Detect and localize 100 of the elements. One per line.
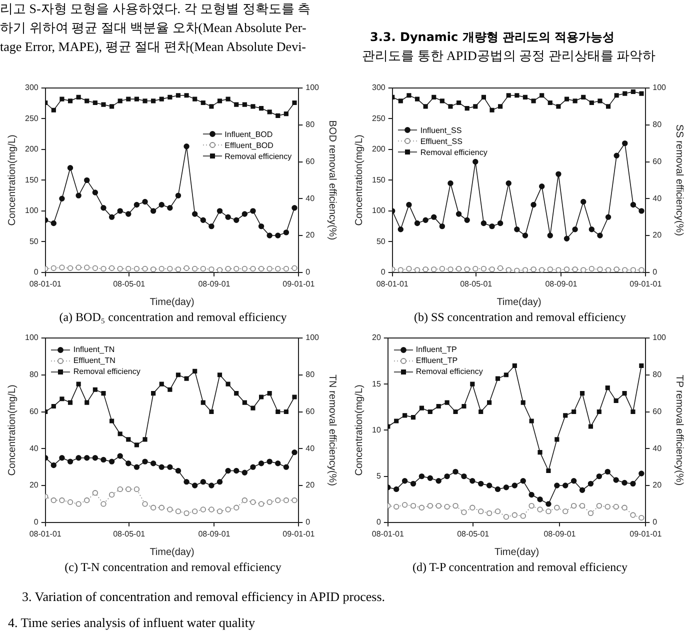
point	[398, 226, 404, 232]
point	[596, 473, 602, 480]
point	[100, 205, 106, 211]
point	[192, 508, 198, 514]
point	[538, 267, 545, 272]
point	[604, 468, 610, 475]
y-tick-label: 5	[376, 472, 382, 481]
point	[217, 372, 222, 378]
y2-tick-label: 60	[652, 156, 662, 166]
point	[283, 497, 290, 504]
point	[267, 110, 272, 114]
y-axis-title: Concentration(mg/L)	[6, 134, 18, 226]
point	[614, 398, 618, 403]
text: 4. Time series analysis of influent water quality	[8, 614, 255, 632]
point	[92, 490, 98, 496]
point	[68, 98, 73, 104]
point	[50, 462, 57, 468]
point	[175, 192, 182, 198]
y-tick-label: 15	[372, 379, 382, 388]
point	[117, 266, 123, 272]
point	[497, 220, 504, 226]
point	[554, 437, 560, 442]
y-tick-label: 0	[376, 518, 382, 527]
y2-tick-label: 0	[652, 518, 658, 527]
point	[100, 501, 106, 507]
point	[556, 267, 562, 272]
point	[84, 98, 90, 104]
point	[605, 267, 612, 272]
text: 관리도를 통한 APID공법의 공정 관리상태를 파악하	[362, 47, 656, 65]
point	[118, 98, 122, 104]
point	[630, 89, 636, 94]
point	[548, 100, 552, 106]
point	[514, 93, 520, 98]
x-axis-title: Time(day)	[150, 296, 194, 308]
y2-tick-label: 100	[306, 83, 320, 92]
point	[580, 391, 585, 396]
x-tick-label: 08-01-01	[29, 529, 62, 538]
point	[76, 382, 81, 386]
point	[192, 266, 198, 272]
point	[473, 104, 478, 109]
point	[538, 450, 542, 455]
point	[431, 266, 437, 272]
point	[436, 502, 442, 509]
point	[472, 266, 478, 272]
x-tick-label: 08-05-01	[457, 529, 490, 538]
text: (c) T-N concentration and removal efficiency	[64, 560, 282, 575]
x-tick-label: 09-01-01	[630, 529, 662, 538]
point	[50, 497, 57, 504]
point	[51, 108, 56, 112]
point	[456, 100, 462, 106]
point	[266, 266, 272, 272]
point	[622, 480, 628, 486]
point	[51, 404, 56, 409]
point	[572, 266, 578, 272]
y2-tick-label: 80	[652, 370, 662, 380]
point	[406, 266, 412, 272]
point	[512, 512, 518, 518]
point	[622, 391, 627, 396]
point	[276, 113, 280, 118]
point	[250, 406, 256, 410]
point	[60, 96, 64, 102]
point	[176, 372, 181, 378]
point	[108, 265, 115, 271]
point	[613, 504, 619, 510]
point	[630, 512, 636, 518]
point	[572, 98, 578, 104]
y2-tick-label: 20	[306, 230, 316, 240]
point	[597, 232, 603, 238]
point	[556, 171, 562, 177]
point	[184, 376, 189, 381]
point	[84, 497, 90, 504]
point	[225, 266, 231, 272]
point	[126, 460, 132, 466]
x-tick-label: 09-01-01	[282, 279, 316, 288]
point	[200, 400, 206, 405]
point	[184, 93, 189, 98]
point	[234, 217, 240, 224]
point	[126, 266, 132, 272]
point	[158, 464, 164, 470]
point	[638, 470, 644, 476]
point	[250, 208, 256, 214]
legend-label: Influent_TP	[416, 344, 457, 355]
point	[456, 266, 462, 272]
point	[427, 475, 434, 481]
point	[522, 94, 528, 100]
point	[530, 202, 536, 208]
y-tick-label: 150	[372, 175, 386, 184]
point	[59, 497, 65, 504]
point	[514, 268, 520, 272]
point	[216, 267, 223, 272]
point	[158, 202, 164, 208]
point	[402, 413, 408, 418]
point	[142, 198, 148, 205]
y2-tick-label: 100	[652, 83, 667, 92]
point	[556, 104, 561, 109]
point	[266, 458, 272, 464]
point	[487, 400, 492, 405]
point	[67, 265, 74, 271]
point	[580, 267, 586, 272]
point	[92, 100, 98, 106]
